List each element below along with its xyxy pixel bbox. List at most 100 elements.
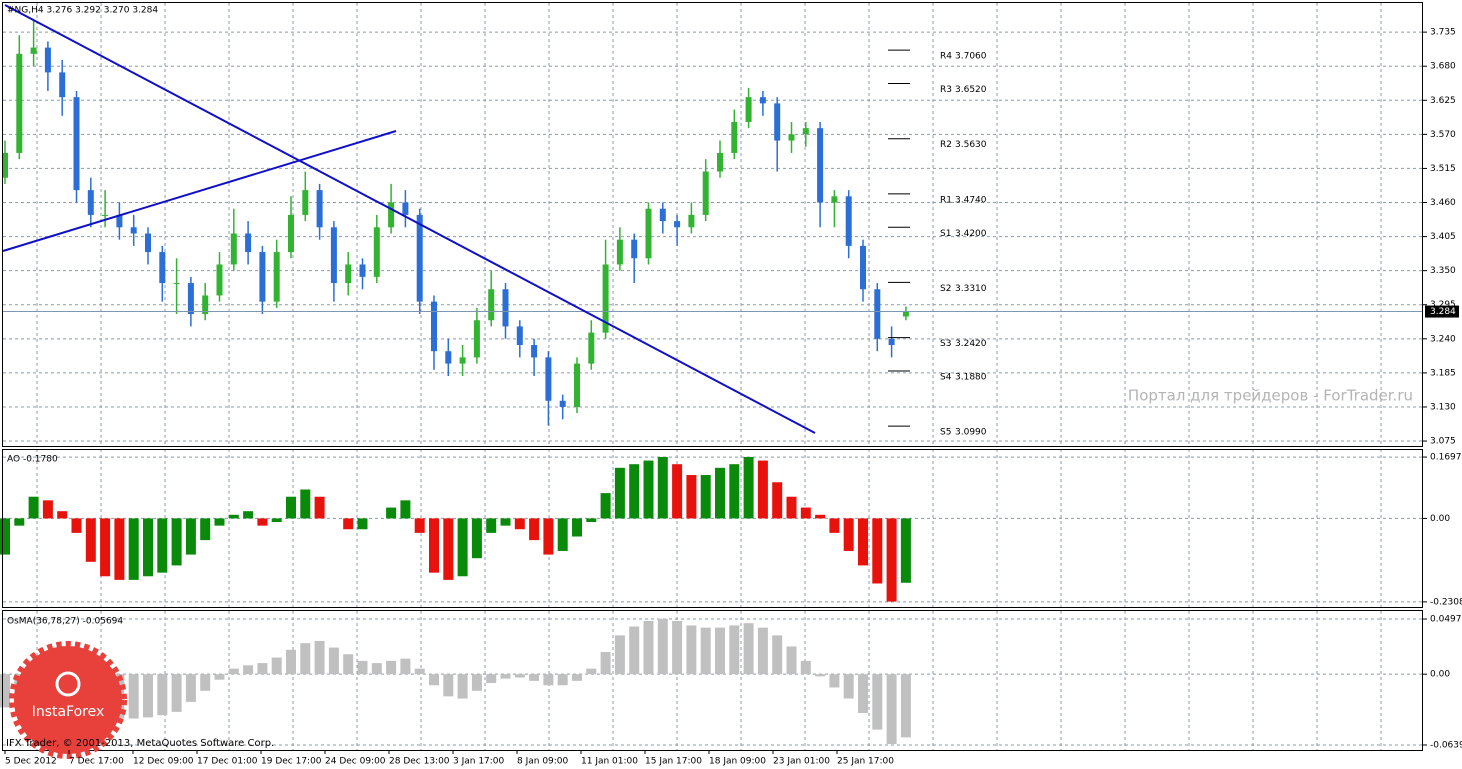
candle-body	[202, 295, 209, 315]
y-tick-label: -0.2308	[1430, 597, 1462, 607]
osma-bar	[443, 674, 454, 697]
osma-bar	[128, 674, 139, 719]
candle-body	[488, 289, 495, 321]
candle-body	[145, 233, 151, 253]
ao-bar	[657, 456, 668, 519]
osma-bar	[228, 668, 239, 675]
ao-bar	[572, 518, 582, 537]
logo-badge	[9, 641, 127, 759]
x-tick-label: 7 Dec 17:00	[69, 757, 124, 767]
candle-body	[73, 97, 80, 191]
pivot-value: 3.2420	[955, 339, 987, 349]
pivot-name: R2	[940, 140, 952, 150]
y-tick-label: 3.515	[1430, 164, 1456, 174]
candle-body	[545, 357, 552, 401]
osma-bar	[300, 643, 311, 675]
pivot-name: S3	[940, 339, 951, 349]
candle-body	[431, 301, 437, 352]
osma-bar	[543, 674, 554, 686]
main-panel-frame	[2, 2, 1423, 447]
ao-bar	[471, 518, 482, 559]
y-tick-label: 3.625	[1430, 96, 1456, 106]
candle-body	[345, 264, 352, 284]
pivot-name: R1	[940, 195, 952, 205]
osma-bar	[143, 674, 153, 718]
osma-bar	[328, 647, 339, 675]
ao-title: AO -0.1780	[7, 455, 58, 465]
osma-bar	[171, 674, 182, 712]
osma-panel-frame	[2, 610, 1423, 751]
ao-bar	[600, 493, 611, 519]
candle-body	[731, 121, 738, 153]
logo: InstaForex	[9, 641, 127, 759]
ao-bar	[171, 518, 182, 566]
osma-bar	[429, 674, 439, 686]
candle-body	[888, 338, 895, 346]
osma-bar	[157, 674, 168, 716]
ao-bar	[486, 518, 497, 533]
ao-bar	[886, 518, 897, 602]
osma-bar	[414, 668, 425, 675]
candle-body	[459, 357, 466, 364]
osma-bar	[614, 635, 625, 675]
osma-bar	[829, 674, 840, 688]
osma-bar	[200, 674, 211, 691]
candle-body	[316, 190, 323, 228]
x-tick-label: 25 Jan 17:00	[837, 757, 894, 767]
osma-bar	[386, 660, 397, 675]
ao-bar	[629, 464, 640, 519]
candle-body	[245, 233, 252, 253]
candle-body	[631, 239, 638, 259]
osma-bar	[843, 674, 854, 699]
osma-bar	[371, 663, 382, 675]
osma-bar	[214, 674, 225, 680]
ao-bar	[843, 518, 854, 551]
ao-bar	[500, 518, 511, 526]
osma-bar	[786, 646, 797, 675]
watermark: Портал для трейдеров - ForTrader.ru	[1128, 387, 1413, 405]
candle-body	[745, 97, 752, 122]
y-tick-label: 3.130	[1430, 402, 1456, 412]
candle-body	[759, 97, 766, 104]
ao-bar	[772, 482, 783, 519]
ao-bar	[457, 518, 468, 577]
ao-bar	[414, 518, 425, 533]
y-tick-label: 3.735	[1430, 28, 1456, 38]
candle-body	[717, 152, 723, 172]
candle-body	[16, 53, 23, 153]
ao-bar	[28, 496, 39, 519]
x-tick-label: 5 Dec 2012	[5, 757, 57, 767]
copyright: IFX Trader, © 2001-2013, MetaQuotes Soft…	[6, 738, 274, 749]
ao-bar	[643, 460, 654, 519]
ao-bar	[529, 518, 540, 541]
x-tick-label: 11 Jan 01:00	[581, 757, 638, 767]
pivot-name: S5	[940, 428, 951, 438]
pivot-value: 3.7060	[955, 52, 987, 62]
ao-bar	[743, 456, 754, 519]
x-tick-label: 3 Jan 17:00	[453, 757, 505, 767]
candle-body	[388, 202, 395, 228]
osma-bar	[729, 625, 740, 675]
osma-bar	[858, 674, 868, 713]
y-tick-label: 3.295	[1430, 300, 1456, 310]
candle-body	[445, 351, 452, 364]
pivot-name: S1	[940, 229, 951, 239]
ao-panel-frame	[2, 449, 1423, 608]
pivot-name: S4	[940, 373, 952, 383]
candle-body	[559, 400, 566, 407]
osma-bar	[557, 674, 568, 686]
pivot-value: 3.0990	[955, 428, 987, 438]
ao-bar	[200, 518, 211, 541]
osma-bar	[286, 649, 296, 675]
candle-body	[402, 202, 409, 215]
ao-bar	[14, 518, 25, 526]
ao-bar	[228, 514, 239, 519]
ao-bar	[343, 518, 354, 530]
candle-body	[87, 190, 94, 215]
candle-body	[659, 208, 666, 222]
candle-body	[774, 103, 781, 141]
x-tick-label: 28 Dec 13:00	[389, 757, 450, 767]
candle-body	[30, 47, 37, 54]
osma-bar	[486, 674, 497, 684]
x-tick-label: 12 Dec 09:00	[133, 757, 194, 767]
